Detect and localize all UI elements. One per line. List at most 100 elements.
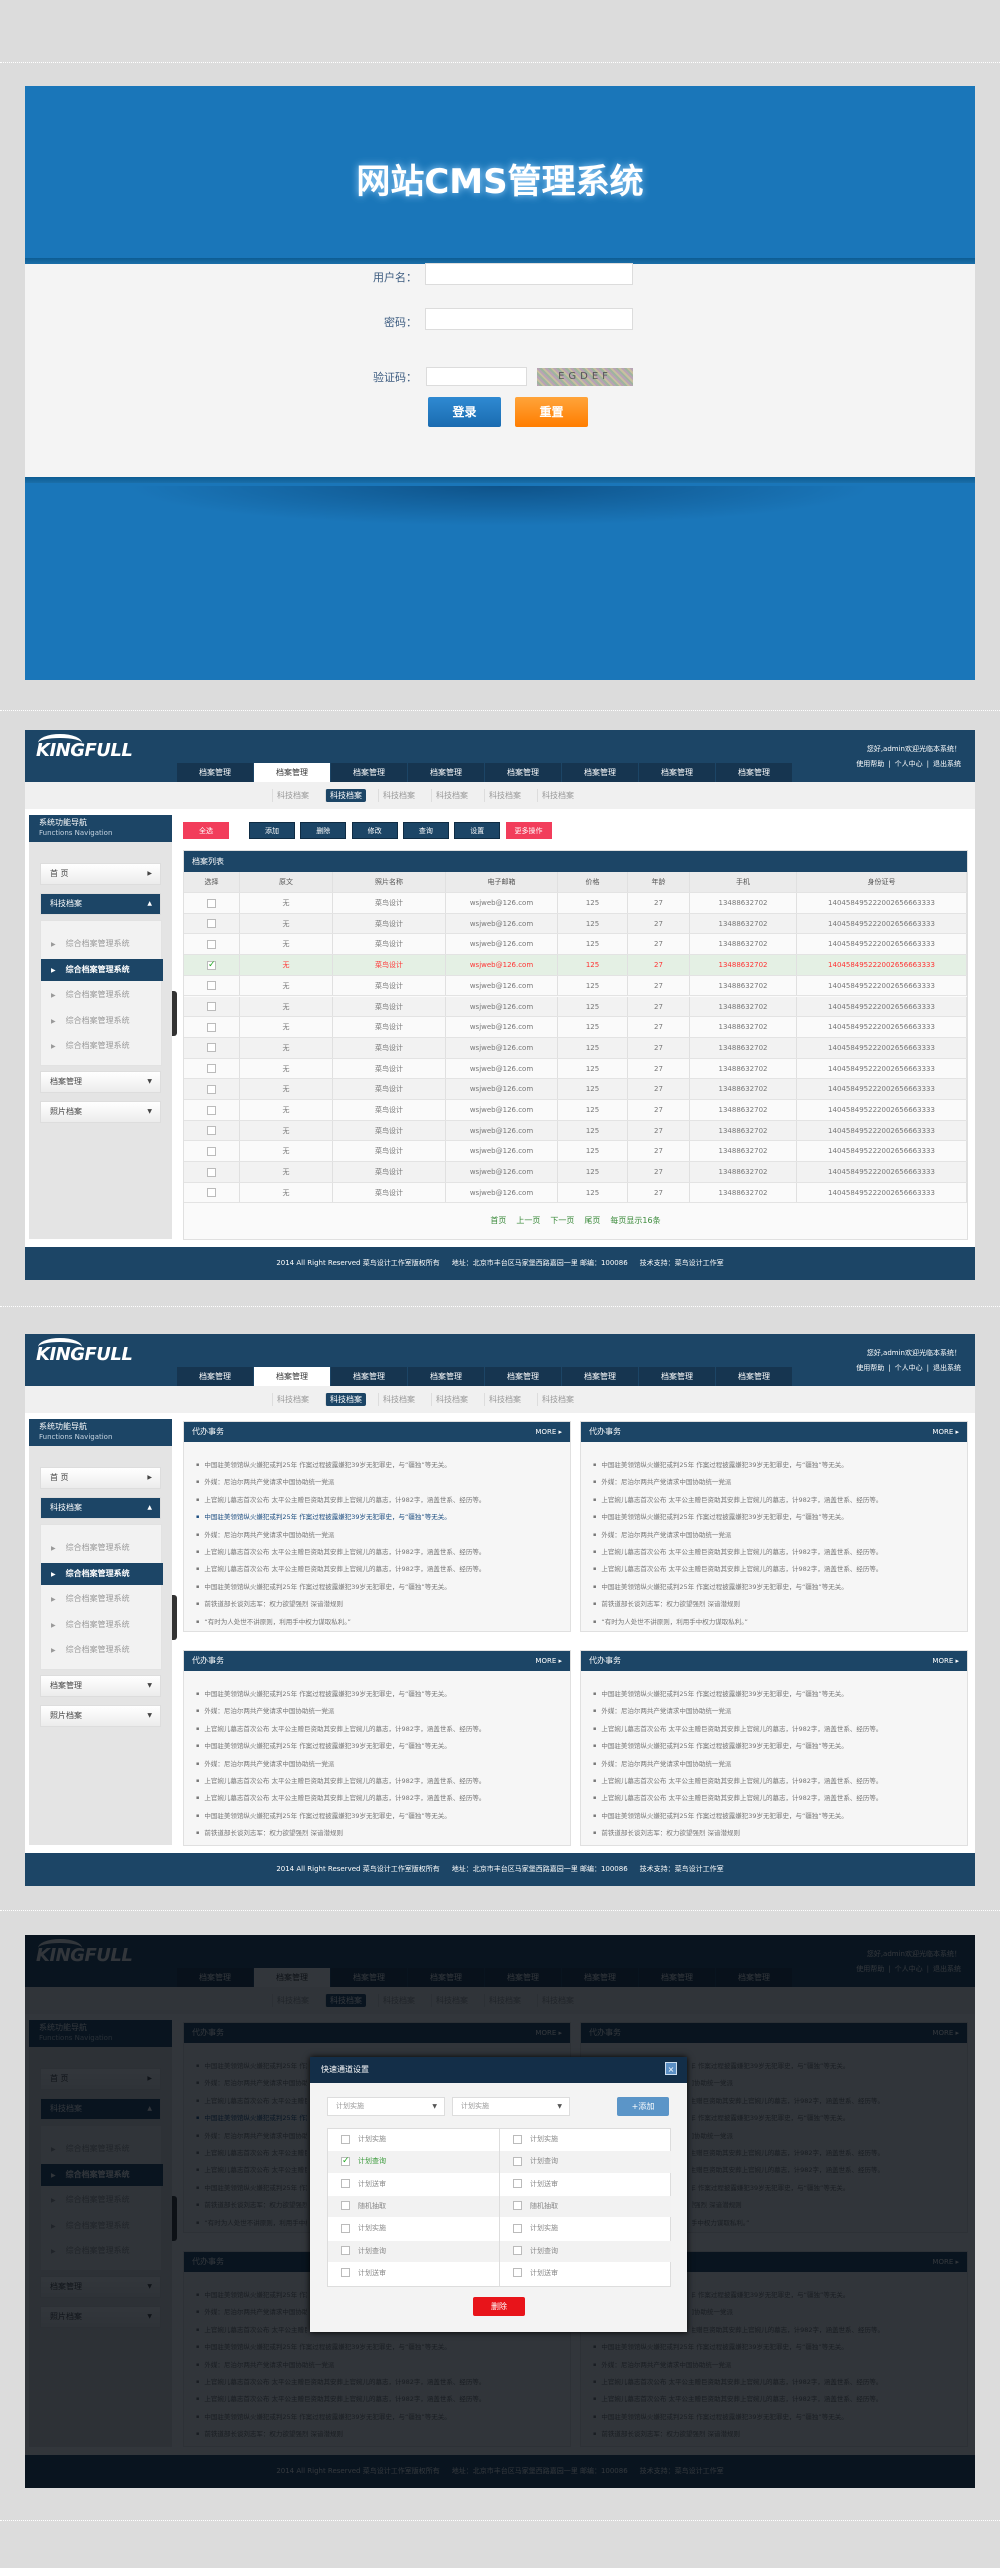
row-checkbox[interactable]: [207, 1043, 216, 1053]
channel-select[interactable]: 计划实施 ▼: [452, 2097, 570, 2116]
nav-tab[interactable]: 档案管理: [177, 763, 253, 782]
news-item[interactable]: 上官婉儿墓志首次公布 太平公主赠巨资助其安葬上官婉儿的墓志，计982字，涵盖世系…: [196, 1563, 485, 1573]
option-checkbox[interactable]: [341, 2223, 350, 2233]
pagination-link[interactable]: 尾页: [584, 1216, 601, 1225]
toolbar-button[interactable]: 修改: [351, 822, 398, 839]
sidebar-subitem[interactable]: ▶ 综合档案管理系统: [41, 1562, 163, 1585]
sidebar-collapse-handle[interactable]: [172, 991, 177, 1036]
channel-option[interactable]: 计划实施: [328, 2218, 499, 2239]
sub-nav-item[interactable]: 科技档案: [378, 789, 419, 802]
channel-option[interactable]: 计划送审: [328, 2263, 499, 2284]
channel-option[interactable]: 随机抽取: [500, 2195, 671, 2218]
channel-option[interactable]: 计划实施: [328, 2129, 499, 2150]
nav-tab[interactable]: 档案管理: [639, 1367, 715, 1386]
nav-tab[interactable]: 档案管理: [562, 1367, 638, 1386]
nav-tab[interactable]: 档案管理: [408, 763, 484, 782]
channel-option[interactable]: 计划送审: [500, 2174, 671, 2195]
sub-nav-item[interactable]: 科技档案: [484, 789, 525, 802]
sub-nav-item[interactable]: 科技档案: [325, 789, 366, 802]
sidebar-item-section[interactable]: 照片档案 ▼: [40, 1705, 161, 1727]
sub-nav-item[interactable]: 科技档案: [272, 789, 313, 802]
nav-tab[interactable]: 档案管理: [716, 763, 792, 782]
row-checkbox[interactable]: [207, 1002, 216, 1011]
toolbar-button[interactable]: 查询: [402, 822, 449, 839]
column-header[interactable]: 照片名称: [333, 872, 446, 892]
top-link[interactable]: 退出系统: [933, 1364, 961, 1372]
channel-option[interactable]: 计划查询: [500, 2240, 671, 2262]
news-item[interactable]: 外媒：尼泊尔两共产党请求中国协助统一党派: [196, 1758, 334, 1768]
column-header[interactable]: 身份证号: [797, 872, 967, 892]
news-item[interactable]: 上官婉儿墓志首次公布 太平公主赠巨资助其安葬上官婉儿的墓志，计982字，涵盖世系…: [593, 1775, 882, 1785]
news-item[interactable]: 上官婉儿墓志首次公布 太平公主赠巨资助其安葬上官婉儿的墓志，计982字，涵盖世系…: [196, 1546, 485, 1556]
toolbar-button[interactable]: 设置: [454, 822, 501, 839]
nav-tab[interactable]: 档案管理: [177, 1367, 253, 1386]
news-item[interactable]: 中国驻美领馆纵火嫌犯或判25年 作案过程披露嫌犯39岁无犯罪史，与“疆独”等无关…: [593, 1740, 847, 1750]
news-item[interactable]: 中国驻美领馆纵火嫌犯或判25年 作案过程披露嫌犯39岁无犯罪史，与“疆独”等无关…: [196, 1740, 450, 1750]
nav-tab[interactable]: 档案管理: [639, 763, 715, 782]
row-checkbox[interactable]: [207, 919, 216, 929]
top-link[interactable]: 个人中心: [894, 1364, 923, 1372]
channel-option[interactable]: 随机抽取: [328, 2195, 499, 2218]
add-button[interactable]: +添加: [617, 2097, 669, 2116]
row-checkbox[interactable]: [207, 1105, 216, 1115]
reset-button[interactable]: 重置: [515, 397, 588, 427]
news-item[interactable]: 中国驻美领馆纵火嫌犯或判25年 作案过程披露嫌犯39岁无犯罪史，与“疆独”等无关…: [593, 1688, 847, 1698]
sub-nav-item[interactable]: 科技档案: [537, 1393, 578, 1406]
nav-tab[interactable]: 档案管理: [408, 1367, 484, 1386]
logo[interactable]: KINGFULL: [36, 734, 133, 761]
sidebar-collapse-handle[interactable]: [172, 1595, 177, 1640]
news-item[interactable]: 外媒：尼泊尔两共产党请求中国协助统一党派: [593, 1529, 731, 1539]
option-checkbox[interactable]: [341, 2201, 350, 2211]
news-item[interactable]: 外媒：尼泊尔两共产党请求中国协助统一党派: [593, 1476, 731, 1486]
option-checkbox[interactable]: [513, 2156, 522, 2166]
news-item[interactable]: “有时为人处世不讲原则，利用手中权力谋取私利。”: [196, 1616, 351, 1626]
row-checkbox[interactable]: [207, 1126, 216, 1136]
news-item[interactable]: 上官婉儿墓志首次公布 太平公主赠巨资助其安葬上官婉儿的墓志，计982字，涵盖世系…: [593, 1494, 882, 1504]
top-link[interactable]: 个人中心: [894, 760, 923, 768]
news-item[interactable]: 外媒：尼泊尔两共产党请求中国协助统一党派: [593, 1705, 731, 1715]
sidebar-item-section[interactable]: 档案管理 ▼: [40, 1071, 161, 1093]
row-checkbox[interactable]: [207, 1022, 216, 1032]
option-checkbox[interactable]: [513, 2201, 522, 2211]
nav-tab[interactable]: 档案管理: [562, 763, 638, 782]
row-checkbox[interactable]: [207, 898, 216, 908]
news-item[interactable]: 外媒：尼泊尔两共产党请求中国协助统一党派: [196, 1476, 334, 1486]
more-link[interactable]: MORE ▸: [535, 1428, 562, 1436]
news-item[interactable]: 前铁道部长谈刘志军：权力欲望强烈 深谙潜规则: [196, 1598, 343, 1608]
username-input[interactable]: [425, 263, 633, 285]
nav-tab[interactable]: 档案管理: [716, 1367, 792, 1386]
pagination-link[interactable]: 上一页: [516, 1216, 541, 1225]
sidebar-subitem[interactable]: ▶ 综合档案管理系统: [41, 1010, 163, 1032]
login-button[interactable]: 登录: [428, 397, 501, 427]
news-item[interactable]: 上官婉儿墓志首次公布 太平公主赠巨资助其安葬上官婉儿的墓志，计982字，涵盖世系…: [196, 1775, 485, 1785]
news-item[interactable]: 中国驻美领馆纵火嫌犯或判25年 作案过程披露嫌犯39岁无犯罪史，与“疆独”等无关…: [196, 1810, 450, 1820]
news-item[interactable]: 外媒：尼泊尔两共产党请求中国协助统一党派: [196, 1705, 334, 1715]
toolbar-button[interactable]: 添加: [249, 822, 295, 839]
news-item[interactable]: 上官婉儿墓志首次公布 太平公主赠巨资助其安葬上官婉儿的墓志，计982字，涵盖世系…: [196, 1723, 485, 1733]
select-all-button[interactable]: 全选: [183, 822, 229, 839]
row-checkbox[interactable]: [207, 981, 216, 991]
nav-tab[interactable]: 档案管理: [485, 1367, 561, 1386]
logo[interactable]: KINGFULL: [36, 1338, 133, 1365]
nav-tab[interactable]: 档案管理: [254, 1367, 330, 1386]
sidebar-subitem[interactable]: ▶ 综合档案管理系统: [41, 958, 163, 981]
column-header[interactable]: 手机: [690, 872, 797, 892]
channel-option[interactable]: 计划送审: [500, 2263, 671, 2284]
top-link[interactable]: 使用帮助: [856, 760, 885, 768]
news-item[interactable]: 上官婉儿墓志首次公布 太平公主赠巨资助其安葬上官婉儿的墓志，计982字，涵盖世系…: [593, 1792, 882, 1802]
channel-option[interactable]: 计划送审: [328, 2174, 499, 2195]
channel-select[interactable]: 计划实施 ▼: [327, 2097, 445, 2116]
column-header[interactable]: 年龄: [628, 872, 690, 892]
channel-option[interactable]: 计划实施: [500, 2218, 671, 2239]
captcha-image[interactable]: EGDEF: [537, 368, 633, 386]
news-item[interactable]: 中国驻美领馆纵火嫌犯或判25年 作案过程披露嫌犯39岁无犯罪史，与“疆独”等无关…: [593, 1511, 847, 1521]
column-header[interactable]: 原文: [240, 872, 333, 892]
news-item[interactable]: 上官婉儿墓志首次公布 太平公主赠巨资助其安葬上官婉儿的墓志，计982字，涵盖世系…: [593, 1546, 882, 1556]
captcha-input[interactable]: [426, 367, 527, 386]
